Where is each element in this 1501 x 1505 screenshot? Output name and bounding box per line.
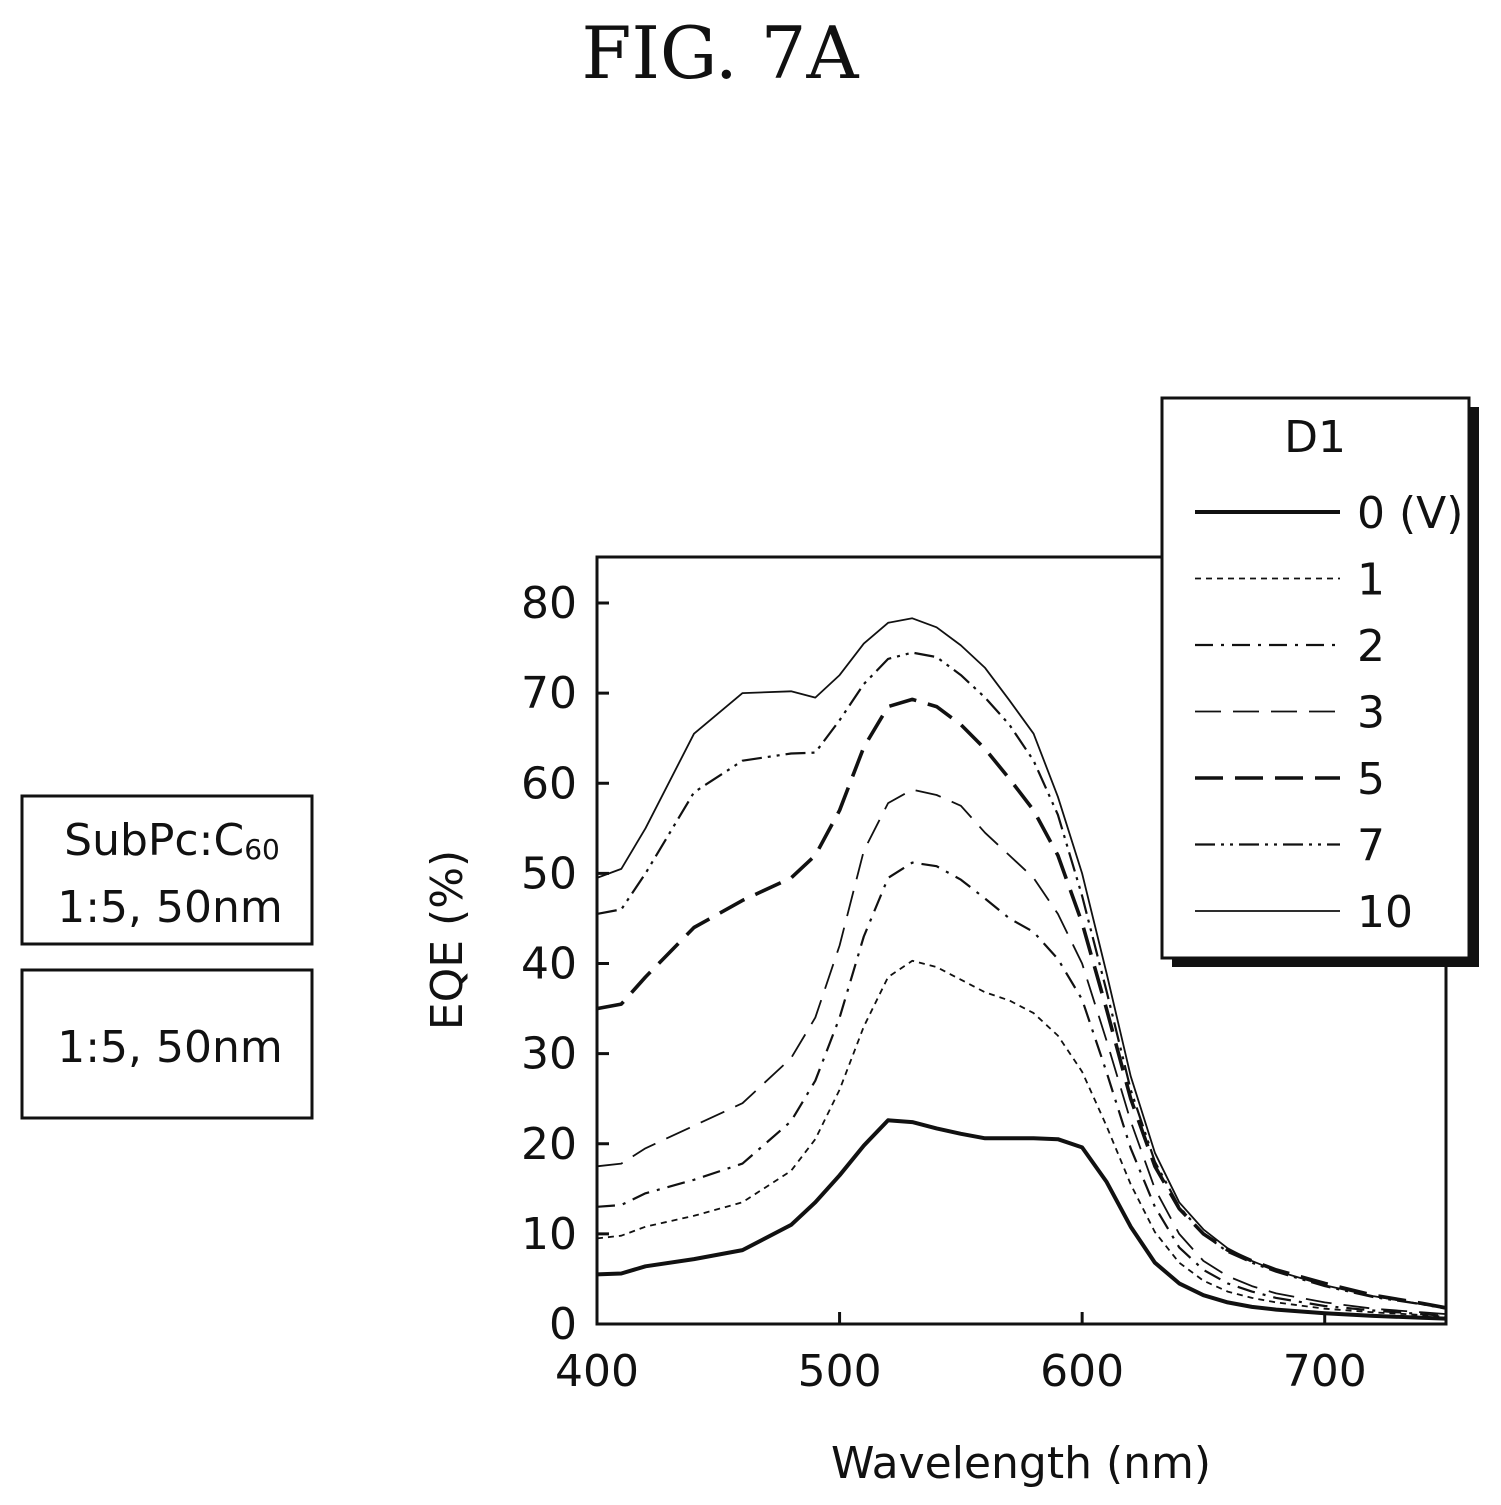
x-tick-label: 500 <box>798 1346 882 1397</box>
legend-label-2: 1 <box>1357 555 1385 606</box>
series-line-4 <box>596 788 1447 1315</box>
series-line-7 <box>596 617 1447 1309</box>
sample-box-2-line2: 1:5, 50nm <box>57 1022 283 1073</box>
legend-label-5: 5 <box>1357 754 1385 805</box>
y-tick-label: 50 <box>521 848 577 899</box>
legend-label-7: 10 <box>1357 887 1413 938</box>
y-tick-label: 80 <box>521 578 577 629</box>
legend-title: D1 <box>1284 412 1346 463</box>
sample-box-2: 1:5, 50nm <box>20 968 314 1120</box>
y-tick-label: 40 <box>521 939 577 990</box>
x-tick-label: 600 <box>1040 1346 1124 1397</box>
legend: D1 0 (V) 1 2 3 5 7 10 <box>1160 396 1479 967</box>
legend-label-1: 0 (V) <box>1357 488 1463 539</box>
sample-box-1-line2: 1:5, 50nm <box>57 882 283 933</box>
y-tick-label: 60 <box>521 758 577 809</box>
x-tick-label: 700 <box>1283 1346 1367 1397</box>
sample-box-1: SubPc:C60 1:5, 50nm <box>20 794 314 946</box>
y-tick-label: 30 <box>521 1029 577 1080</box>
y-tick-label: 0 <box>549 1299 577 1350</box>
legend-box <box>1160 396 1471 960</box>
y-tick-label: 70 <box>521 668 577 719</box>
legend-label-4: 3 <box>1357 688 1385 739</box>
y-tick-label: 20 <box>521 1119 577 1170</box>
series-line-6 <box>596 651 1447 1310</box>
axis-ticks: 0 10 20 30 40 50 60 70 80 400 500 600 700 <box>521 578 1367 1397</box>
plot-area: 0 10 20 30 40 50 60 70 80 400 500 600 700 <box>521 555 1448 1397</box>
y-axis-label: EQE (%) <box>422 850 473 1030</box>
figure-label: FIG. 7A <box>582 11 860 95</box>
legend-items: 0 (V) 1 2 3 5 7 10 <box>1195 488 1463 938</box>
x-axis-label: Wavelength (nm) <box>831 1438 1211 1489</box>
sample-box-1-line1: SubPc:C60 <box>64 815 280 866</box>
series-line-3 <box>596 861 1447 1317</box>
series-line-1 <box>596 1118 1447 1321</box>
series-line-2 <box>596 959 1447 1318</box>
legend-label-6: 7 <box>1357 821 1385 872</box>
y-tick-label: 10 <box>521 1209 577 1260</box>
legend-label-3: 2 <box>1357 621 1385 672</box>
series-line-5 <box>596 697 1447 1310</box>
series-lines <box>596 617 1447 1321</box>
x-tick-label: 400 <box>555 1346 639 1397</box>
